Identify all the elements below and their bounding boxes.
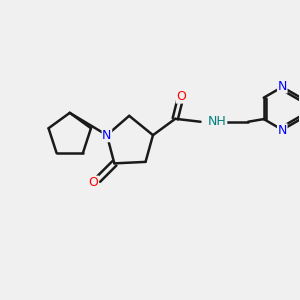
Text: NH: NH: [208, 115, 227, 128]
Text: N: N: [278, 124, 287, 137]
Text: N: N: [102, 129, 112, 142]
Text: N: N: [278, 80, 287, 93]
Text: O: O: [88, 176, 98, 189]
Text: O: O: [176, 90, 186, 103]
